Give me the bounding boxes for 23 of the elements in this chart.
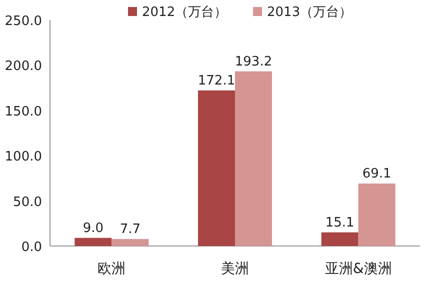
y-tick-label: 250.0	[4, 14, 42, 29]
data-label: 193.2	[234, 54, 272, 70]
data-label: 9.0	[82, 220, 104, 236]
bar	[112, 239, 149, 246]
y-tick-label: 150.0	[4, 104, 42, 120]
y-tick-label: 50.0	[13, 194, 42, 210]
data-label: 7.7	[120, 222, 141, 238]
data-label: 15.1	[325, 215, 354, 230]
x-tick-label: 美洲	[221, 261, 249, 277]
y-tick-label: 0.0	[21, 240, 42, 255]
x-tick-label: 亚洲&澳洲	[324, 261, 392, 277]
bar	[321, 232, 358, 246]
y-tick-label: 200.0	[4, 59, 42, 74]
data-label: 172.1	[198, 73, 236, 88]
x-tick-label: 欧洲	[98, 261, 126, 277]
bar	[235, 71, 272, 246]
legend-label: 2012（万台）	[142, 5, 228, 20]
bar	[358, 184, 396, 246]
bar	[198, 90, 235, 246]
data-label: 69.1	[362, 166, 392, 182]
bar	[74, 238, 112, 246]
legend-label: 2013（万台）	[267, 5, 352, 20]
y-tick-label: 100.0	[4, 150, 42, 165]
